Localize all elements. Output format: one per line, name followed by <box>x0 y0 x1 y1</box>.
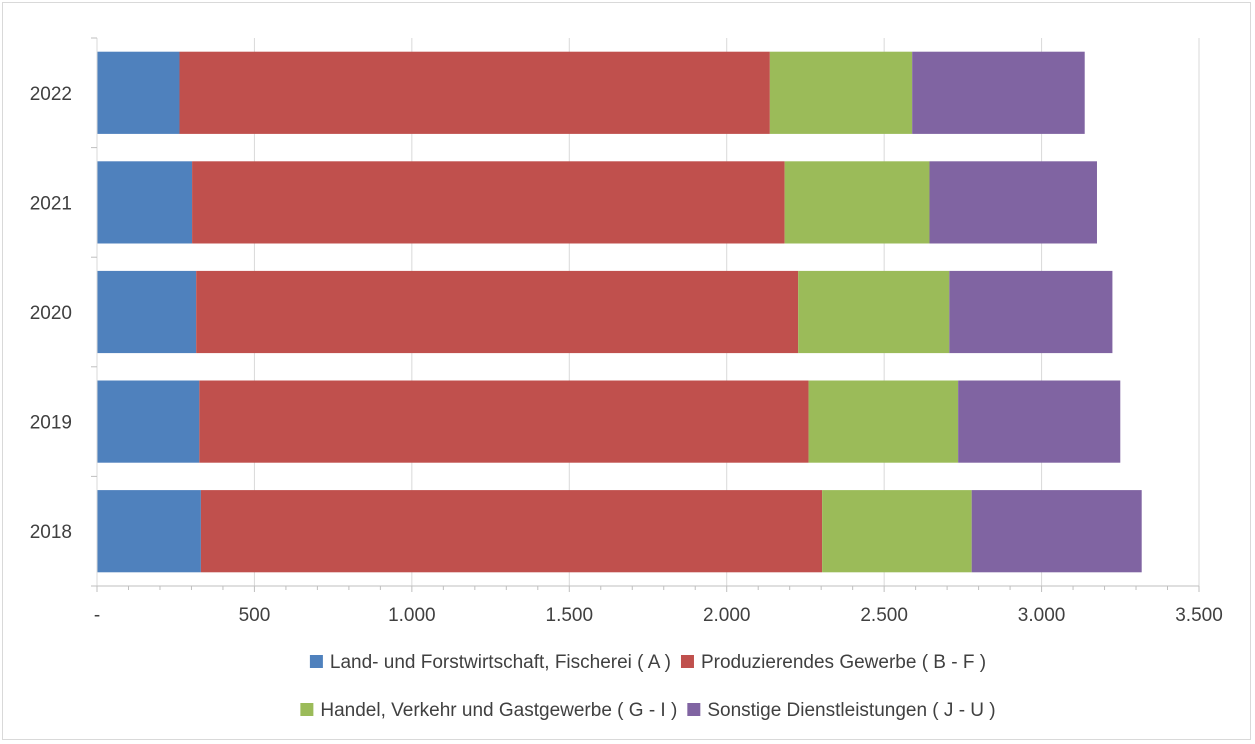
bar-segment <box>808 380 959 463</box>
bar-segment <box>971 490 1142 573</box>
x-tick-label: 2.500 <box>860 605 908 626</box>
bar-segment <box>949 270 1113 354</box>
legend-label: Land- und Forstwirtschaft, Fischerei ( A… <box>330 652 671 673</box>
legend-swatch <box>300 703 314 716</box>
x-tick-label: 2.000 <box>703 605 751 626</box>
y-tick-label: 2020 <box>30 303 72 324</box>
bar-segment <box>798 270 950 354</box>
bar-segment <box>192 161 785 244</box>
legend-label: Produzierendes Gewerbe ( B - F ) <box>701 652 986 673</box>
x-axis-labels: - 500 1.000 1.500 2.000 2.500 3.000 3.500 <box>94 605 1223 626</box>
y-tick-label: 2022 <box>30 84 72 105</box>
x-tick-label: 1.500 <box>546 605 594 626</box>
x-tick-label: 1.000 <box>388 605 436 626</box>
bar-segment <box>769 51 913 134</box>
y-tick-label: 2019 <box>30 413 72 434</box>
x-tick-label: - <box>94 605 100 626</box>
bar-segment <box>97 51 180 134</box>
y-tick-label: 2021 <box>30 193 72 214</box>
bar-segment <box>929 161 1097 244</box>
bar-segment <box>97 490 201 573</box>
bar-segment <box>200 490 823 573</box>
bar-segment <box>97 161 193 244</box>
bar-segment <box>784 161 930 244</box>
bar-segment <box>199 380 809 463</box>
bar-segment <box>97 380 200 463</box>
bar-segment <box>196 270 799 354</box>
y-tick-label: 2018 <box>30 522 72 543</box>
y-axis-labels: 2022 2021 2020 2019 2018 <box>30 84 72 543</box>
legend: Land- und Forstwirtschaft, Fischerei ( A… <box>300 652 996 721</box>
bar-segment <box>912 51 1085 134</box>
x-tick-label: 3.000 <box>1018 605 1066 626</box>
bar-segment <box>958 380 1121 463</box>
x-tick-label: 3.500 <box>1175 605 1223 626</box>
bar-segment <box>822 490 972 573</box>
legend-swatch <box>687 703 701 716</box>
x-tick-label: 500 <box>239 605 271 626</box>
bars <box>97 51 1142 573</box>
legend-label: Sonstige Dienstleistungen ( J - U ) <box>707 700 995 721</box>
axes <box>91 37 1200 592</box>
bar-segment <box>97 270 197 354</box>
bar-segment <box>179 51 770 134</box>
legend-label: Handel, Verkehr und Gastgewerbe ( G - I … <box>320 700 677 721</box>
legend-swatch <box>309 655 323 668</box>
legend-swatch <box>680 655 694 668</box>
